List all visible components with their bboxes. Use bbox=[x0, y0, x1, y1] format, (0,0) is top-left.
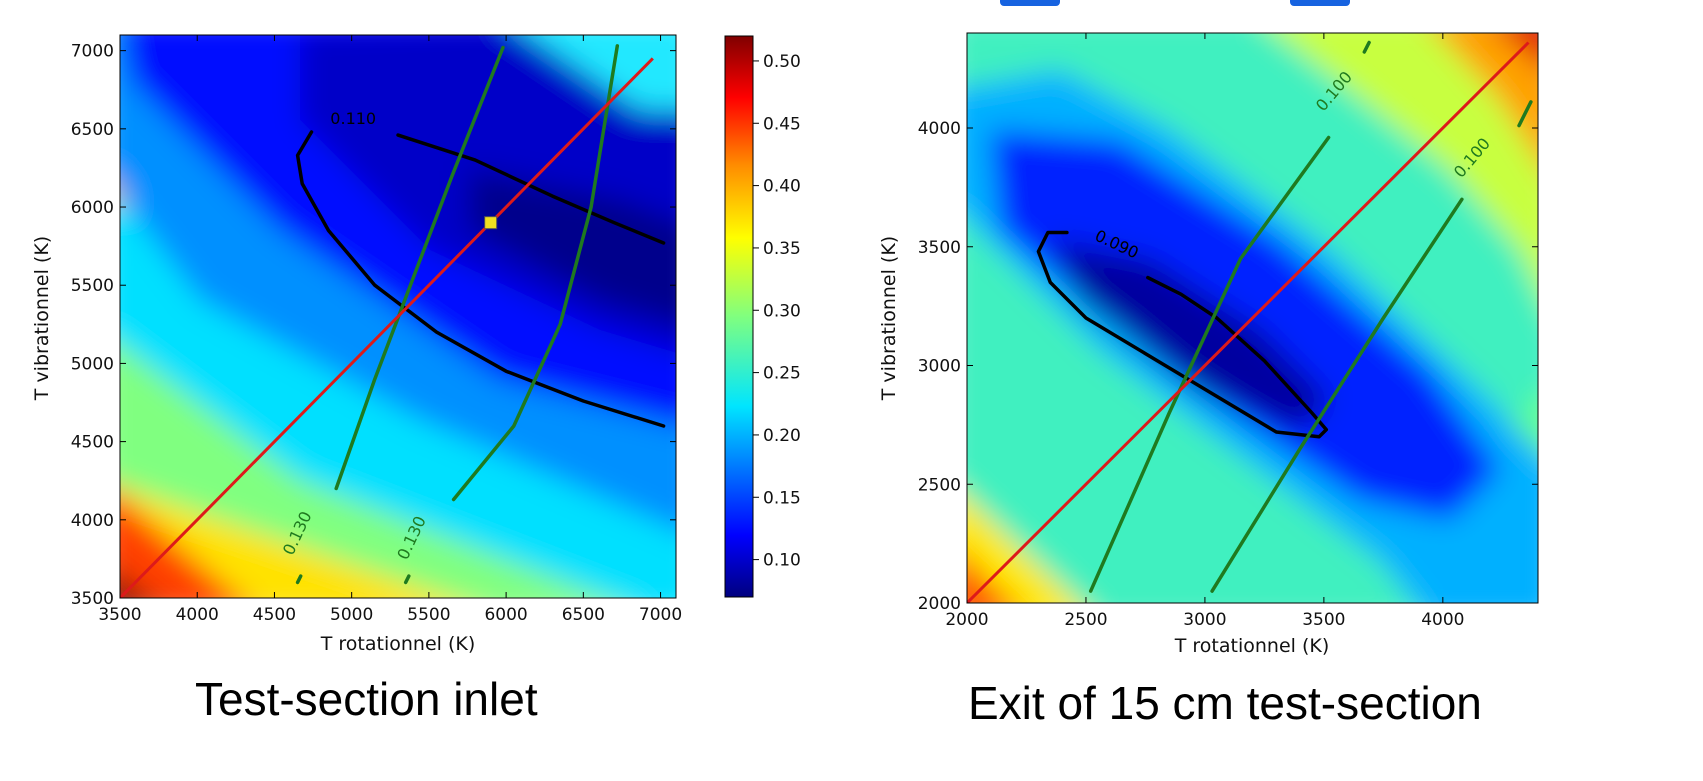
diagonal-red-line bbox=[120, 57, 654, 598]
contour-line-0.100 bbox=[1210, 100, 1533, 593]
x-tick-label: 7000 bbox=[639, 605, 682, 625]
right-axes: 2000 2500 3000 3500 4000 2000 2500 3000 3500 4000 bbox=[918, 33, 1538, 630]
y-tick-label: 7000 bbox=[71, 42, 114, 62]
colorbar-tick-label: 0.25 bbox=[763, 364, 801, 384]
left-y-axis-label: T vibrationnel (K) bbox=[31, 236, 53, 401]
y-tick-label: 4000 bbox=[71, 511, 114, 531]
caption-left: Test-section inlet bbox=[195, 673, 538, 725]
contour-line-0.130 bbox=[403, 44, 620, 585]
x-tick-label: 3000 bbox=[1183, 610, 1226, 630]
contour-line-0.090 bbox=[1036, 230, 1329, 439]
colorbar-tick-label: 0.50 bbox=[763, 52, 801, 72]
x-tick-label: 5500 bbox=[407, 605, 450, 625]
x-tick-label: 5000 bbox=[330, 605, 373, 625]
right-plot-frame bbox=[966, 32, 1539, 604]
x-tick-label: 4000 bbox=[176, 605, 219, 625]
x-tick-label: 2000 bbox=[945, 610, 988, 630]
y-tick-label: 3500 bbox=[918, 238, 961, 258]
y-tick-label: 4500 bbox=[71, 433, 114, 453]
left-x-axis-label: T rotationnel (K) bbox=[320, 633, 476, 655]
cropped-title-fragment bbox=[1000, 0, 1060, 6]
right-x-axis-label: T rotationnel (K) bbox=[1174, 635, 1330, 657]
x-tick-label: 3500 bbox=[98, 605, 141, 625]
contour-label: 0.110 bbox=[330, 109, 376, 128]
right-y-axis-label: T vibrationnel (K) bbox=[878, 236, 900, 401]
x-tick-label: 6500 bbox=[562, 605, 605, 625]
left-plot-frame bbox=[119, 34, 677, 599]
colorbar: 0.10 0.15 0.20 0.25 0.30 0.35 0.40 0.45 0.50 bbox=[724, 35, 801, 598]
colorbar-tick-label: 0.10 bbox=[763, 551, 801, 571]
y-tick-label: 2000 bbox=[918, 594, 961, 614]
y-tick-label: 5500 bbox=[71, 276, 114, 296]
contour-line-0.100 bbox=[1088, 40, 1371, 593]
left-axes: 3500 4000 4500 5000 5500 6000 6500 7000 3500 4000… bbox=[71, 35, 682, 625]
colorbar-tick-label: 0.20 bbox=[763, 426, 801, 446]
colorbar-tick-label: 0.45 bbox=[763, 114, 801, 134]
diagonal-red-line bbox=[967, 41, 1530, 603]
colorbar-gradient bbox=[724, 35, 754, 598]
y-tick-label: 3500 bbox=[71, 589, 114, 609]
optimum-marker bbox=[484, 216, 498, 230]
caption-right: Exit of 15 cm test-section bbox=[968, 677, 1482, 729]
y-tick-label: 4000 bbox=[918, 119, 961, 139]
colorbar-tick-label: 0.30 bbox=[763, 301, 801, 321]
y-tick-label: 2500 bbox=[918, 475, 961, 495]
x-tick-label: 4000 bbox=[1421, 610, 1464, 630]
x-tick-label: 2500 bbox=[1064, 610, 1107, 630]
x-tick-label: 3500 bbox=[1302, 610, 1345, 630]
y-tick-label: 6000 bbox=[71, 198, 114, 218]
colorbar-ticks: 0.10 0.15 0.20 0.25 0.30 0.35 0.40 0.45 0.50 bbox=[753, 52, 801, 571]
cropped-title-fragment bbox=[1290, 0, 1350, 6]
y-tick-label: 3000 bbox=[918, 357, 961, 377]
x-tick-label: 6000 bbox=[484, 605, 527, 625]
x-tick-label: 4500 bbox=[253, 605, 296, 625]
y-tick-label: 6500 bbox=[71, 120, 114, 140]
colorbar-tick-label: 0.40 bbox=[763, 177, 801, 197]
y-tick-label: 5000 bbox=[71, 354, 114, 374]
colorbar-tick-label: 0.15 bbox=[763, 488, 801, 508]
colorbar-tick-label: 0.35 bbox=[763, 239, 801, 259]
contour-line-0.110 bbox=[295, 130, 666, 428]
contour-line-0.130 bbox=[295, 45, 505, 585]
